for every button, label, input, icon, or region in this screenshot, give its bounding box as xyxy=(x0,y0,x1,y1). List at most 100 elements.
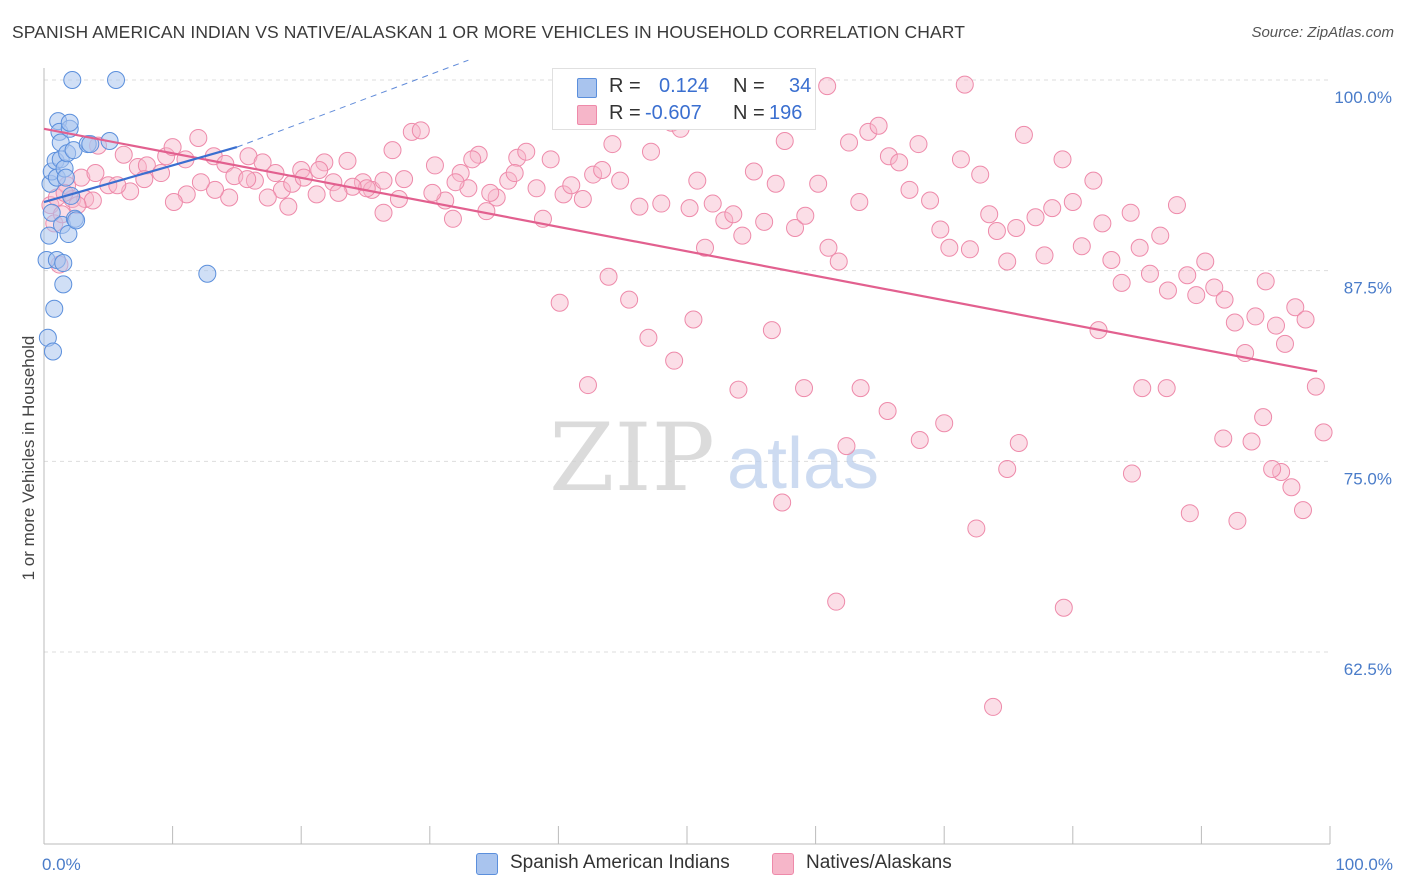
watermark-atlas: atlas xyxy=(727,424,879,504)
data-point-natives xyxy=(338,151,357,170)
data-point-natives xyxy=(1214,429,1233,448)
data-point-natives xyxy=(1007,218,1026,237)
data-point-natives xyxy=(955,75,974,94)
data-point-natives xyxy=(796,206,815,225)
data-point-natives xyxy=(611,171,630,190)
data-point-natives xyxy=(395,170,414,189)
legend-r-label: R = xyxy=(609,102,641,124)
data-point-natives xyxy=(1102,250,1121,269)
data-point-natives xyxy=(890,153,909,172)
data-point-natives xyxy=(1093,214,1112,233)
data-point-spanish xyxy=(107,71,126,89)
data-point-natives xyxy=(1296,310,1315,329)
legend-n-label: N = xyxy=(733,75,765,97)
data-point-natives xyxy=(984,697,1003,716)
data-point-natives xyxy=(971,165,990,184)
data-point-natives xyxy=(951,150,970,169)
data-point-natives xyxy=(766,174,785,193)
data-point-natives xyxy=(1187,286,1206,305)
data-point-natives xyxy=(1196,252,1215,271)
data-point-natives xyxy=(527,179,546,198)
data-point-natives xyxy=(307,185,326,204)
watermark-zip: ZIP xyxy=(549,404,715,513)
data-point-natives xyxy=(1205,278,1224,297)
data-point-spanish xyxy=(67,211,86,230)
data-point-natives xyxy=(878,401,897,420)
data-point-natives xyxy=(851,379,870,398)
data-point-natives xyxy=(469,145,488,164)
data-point-natives xyxy=(715,211,734,230)
data-point-natives xyxy=(1140,264,1159,283)
x-tick-label: 0.0% xyxy=(42,855,81,874)
data-point-natives xyxy=(1014,125,1033,144)
data-point-natives xyxy=(935,414,954,433)
data-point-natives xyxy=(279,197,298,216)
data-point-natives xyxy=(818,77,837,96)
data-point-natives xyxy=(869,116,888,135)
legend-n-value: 196 xyxy=(769,102,803,124)
legend-r-value: -0.607 xyxy=(645,102,702,124)
legend-label: Natives/Alaskans xyxy=(806,852,952,873)
data-point-natives xyxy=(446,173,465,192)
data-point-natives xyxy=(578,376,597,395)
data-point-natives xyxy=(1072,237,1091,256)
data-point-spanish xyxy=(59,225,78,244)
data-point-natives xyxy=(652,194,671,213)
data-point-natives xyxy=(762,321,781,340)
data-point-natives xyxy=(1266,316,1285,335)
natives-alaskans-points xyxy=(41,75,1333,716)
data-point-natives xyxy=(1130,238,1149,257)
data-point-natives xyxy=(1121,203,1140,222)
data-point-natives xyxy=(1133,379,1152,398)
data-point-natives xyxy=(1084,171,1103,190)
data-point-natives xyxy=(310,160,329,179)
data-point-natives xyxy=(374,203,393,222)
data-point-natives xyxy=(998,252,1017,271)
data-point-natives xyxy=(639,328,658,347)
data-point-natives xyxy=(940,238,959,257)
legend-n-value: 34 xyxy=(789,75,812,97)
data-point-natives xyxy=(1256,272,1275,291)
data-point-natives xyxy=(1293,501,1312,520)
data-point-natives xyxy=(402,122,421,141)
legend-swatch-pink xyxy=(577,105,597,125)
chart-title: SPANISH AMERICAN INDIAN VS NATIVE/ALASKA… xyxy=(12,22,965,42)
data-point-natives xyxy=(443,209,462,228)
data-point-spanish xyxy=(81,135,100,154)
data-point-natives xyxy=(960,240,979,259)
trend-line-spanish xyxy=(43,146,238,204)
data-point-natives xyxy=(795,379,814,398)
data-point-natives xyxy=(1063,193,1082,212)
data-point-natives xyxy=(1167,196,1186,215)
data-point-natives xyxy=(463,150,482,169)
data-point-natives xyxy=(1314,423,1333,442)
axes xyxy=(43,68,1331,845)
y-tick-label: 100.0% xyxy=(1334,88,1392,107)
data-point-natives xyxy=(837,437,856,456)
stats-legend: R = 0.124 N = 34 R = -0.607 N = 196 xyxy=(552,68,816,130)
data-point-natives xyxy=(724,205,743,224)
data-point-natives xyxy=(220,188,239,207)
data-point-natives xyxy=(1157,379,1176,398)
data-point-natives xyxy=(1242,432,1261,451)
data-point-natives xyxy=(620,290,639,309)
data-point-natives xyxy=(900,180,919,199)
legend-row-spanish: R = 0.124 N = 34 xyxy=(553,74,815,100)
data-point-natives xyxy=(86,164,105,183)
data-point-natives xyxy=(744,162,763,181)
data-point-natives xyxy=(411,121,430,140)
data-point-spanish xyxy=(44,342,63,361)
data-point-natives xyxy=(829,252,848,271)
trend-lines xyxy=(43,59,1318,373)
data-point-natives xyxy=(1180,504,1199,523)
data-point-natives xyxy=(1275,334,1294,353)
data-point-natives xyxy=(879,147,898,166)
data-point-natives xyxy=(1043,199,1062,218)
data-point-natives xyxy=(703,194,722,213)
data-point-natives xyxy=(987,222,1006,241)
data-point-natives xyxy=(921,191,940,210)
legend-r-label: R = xyxy=(609,75,641,97)
data-point-natives xyxy=(1151,226,1170,245)
data-point-natives xyxy=(1215,290,1234,309)
